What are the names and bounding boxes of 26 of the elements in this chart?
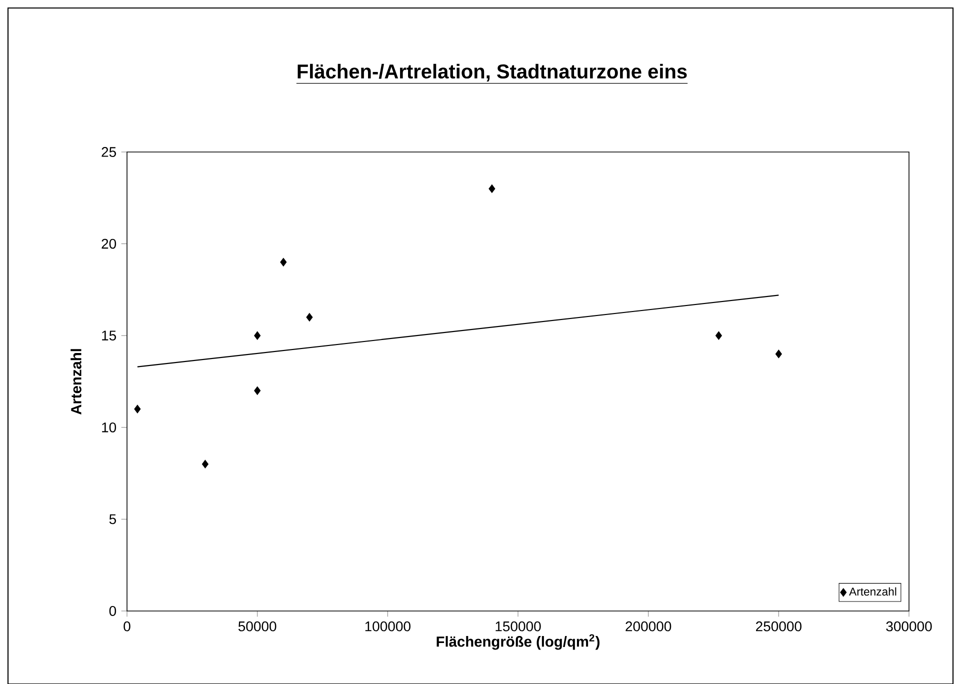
y-tick-label: 15 bbox=[102, 330, 116, 340]
y-axis-title: Artenzahl bbox=[70, 349, 82, 415]
x-tick-label: 0 bbox=[124, 621, 130, 632]
x-tick-label: 100000 bbox=[365, 621, 410, 632]
point bbox=[254, 386, 261, 395]
x-tick-label: 50000 bbox=[238, 621, 276, 632]
point bbox=[775, 350, 782, 358]
x-axis-title: Flächengröße (log/qm$^{2}$) bbox=[436, 634, 600, 650]
x-tick-label: 300000 bbox=[886, 621, 932, 632]
x-tick-label: 200000 bbox=[626, 621, 672, 632]
point bbox=[306, 312, 313, 322]
x-tick-label: 250000 bbox=[756, 621, 802, 632]
y-tick-label: 25 bbox=[102, 147, 116, 157]
y-tick-label: 5 bbox=[109, 514, 116, 524]
point bbox=[488, 184, 496, 193]
point bbox=[134, 404, 141, 414]
y-tick-label: 10 bbox=[102, 422, 116, 432]
point bbox=[202, 460, 208, 468]
point bbox=[280, 258, 287, 266]
x-tick-label: 150000 bbox=[496, 621, 541, 632]
legend-label: Artenzahl bbox=[849, 587, 896, 596]
chart-title: Flächen-/Artrelation, Stadtnaturzone eins bbox=[298, 64, 687, 82]
point bbox=[254, 331, 261, 340]
point bbox=[715, 331, 722, 340]
y-tick-label: 0 bbox=[109, 606, 116, 616]
y-tick-label: 20 bbox=[102, 238, 116, 249]
